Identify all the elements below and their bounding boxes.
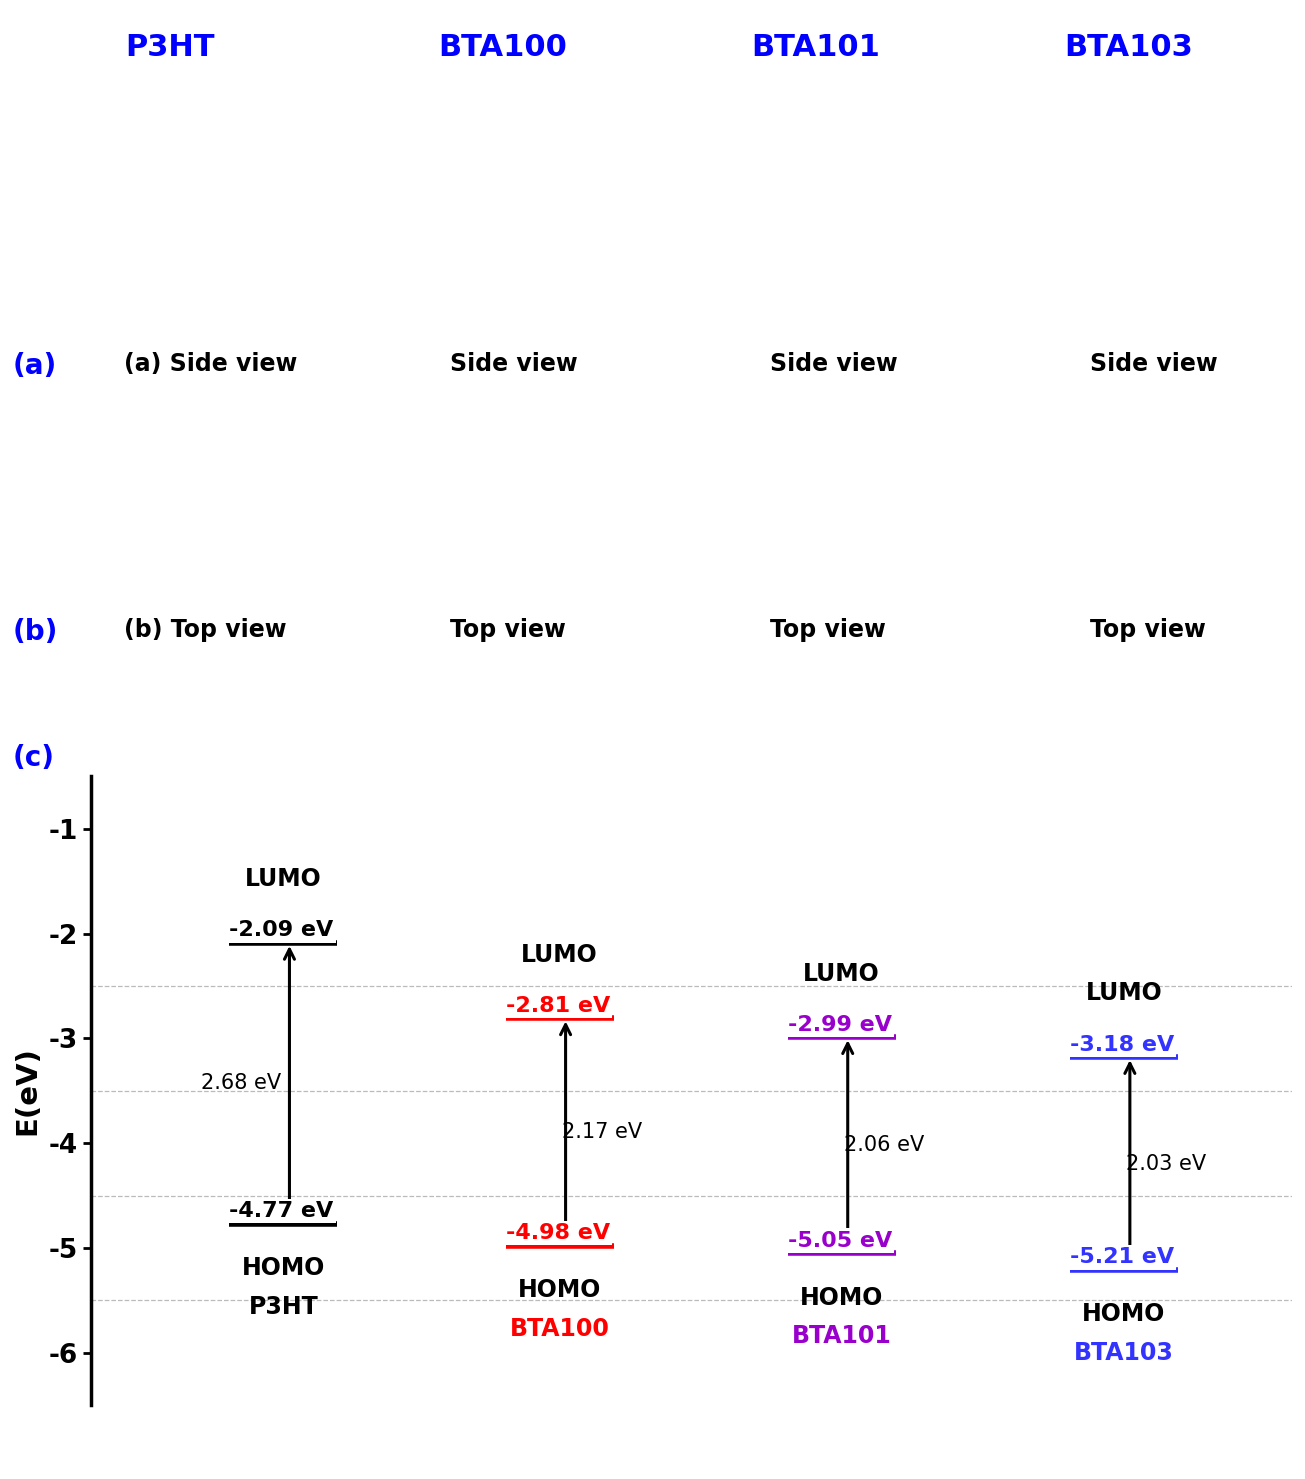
- Text: -4.77 eV: -4.77 eV: [230, 1201, 334, 1222]
- Text: P3HT: P3HT: [125, 33, 214, 62]
- Text: (b): (b): [13, 618, 59, 646]
- Text: Side view: Side view: [450, 352, 578, 376]
- Text: HOMO: HOMO: [241, 1256, 325, 1281]
- Text: HOMO: HOMO: [800, 1285, 883, 1310]
- Text: Top view: Top view: [450, 618, 566, 642]
- Text: -5.21 eV: -5.21 eV: [1070, 1247, 1174, 1268]
- Text: Side view: Side view: [1090, 352, 1218, 376]
- Text: 2.68 eV: 2.68 eV: [201, 1074, 282, 1093]
- Text: BTA100: BTA100: [438, 33, 566, 62]
- Text: -2.81 eV: -2.81 eV: [505, 995, 609, 1016]
- Text: 2.03 eV: 2.03 eV: [1126, 1154, 1206, 1173]
- Text: (b) Top view: (b) Top view: [124, 618, 287, 642]
- Text: LUMO: LUMO: [521, 942, 598, 967]
- Text: LUMO: LUMO: [245, 867, 322, 892]
- Text: -5.05 eV: -5.05 eV: [788, 1231, 891, 1251]
- Text: P3HT: P3HT: [248, 1294, 318, 1319]
- Text: -2.09 eV: -2.09 eV: [230, 920, 334, 941]
- Text: BTA101: BTA101: [752, 33, 880, 62]
- Text: BTA103: BTA103: [1065, 33, 1193, 62]
- Text: -4.98 eV: -4.98 eV: [505, 1223, 609, 1244]
- Text: Top view: Top view: [770, 618, 886, 642]
- Text: Side view: Side view: [770, 352, 898, 376]
- Text: 2.06 eV: 2.06 eV: [843, 1136, 924, 1155]
- Text: BTA100: BTA100: [510, 1316, 609, 1341]
- Text: Top view: Top view: [1090, 618, 1206, 642]
- Text: 2.17 eV: 2.17 eV: [561, 1123, 642, 1142]
- Text: BTA101: BTA101: [792, 1324, 891, 1349]
- Text: (a): (a): [13, 352, 57, 380]
- Y-axis label: E(eV): E(eV): [14, 1046, 42, 1136]
- Text: (c): (c): [13, 744, 55, 772]
- Text: -2.99 eV: -2.99 eV: [788, 1015, 891, 1035]
- Text: HOMO: HOMO: [1082, 1303, 1165, 1327]
- Text: -3.18 eV: -3.18 eV: [1070, 1035, 1174, 1055]
- Text: HOMO: HOMO: [518, 1278, 602, 1303]
- Text: LUMO: LUMO: [804, 961, 880, 985]
- Text: (a) Side view: (a) Side view: [124, 352, 298, 376]
- Text: BTA103: BTA103: [1074, 1341, 1173, 1365]
- Text: LUMO: LUMO: [1086, 982, 1163, 1006]
